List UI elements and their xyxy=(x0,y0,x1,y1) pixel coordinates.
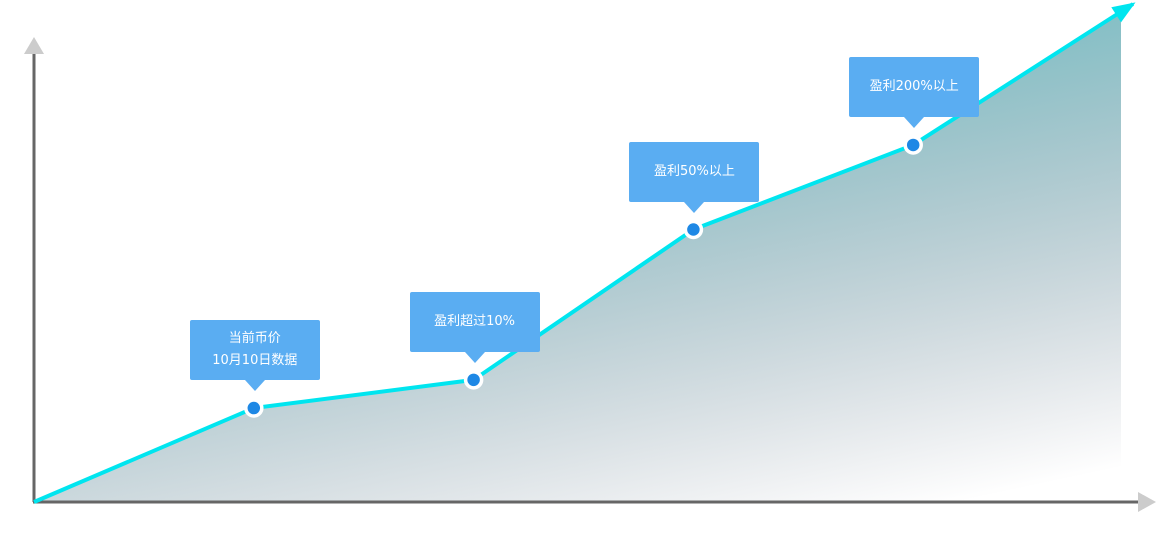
callout-pointer xyxy=(904,116,925,128)
annotation-label: 盈利50%以上 xyxy=(653,163,735,179)
area-fill xyxy=(34,4,1133,502)
annotation-label: 盈利200%以上 xyxy=(869,78,959,94)
series-arrow-icon xyxy=(1111,2,1136,23)
annotation-label: 盈利超过10% xyxy=(434,313,516,329)
data-point xyxy=(903,135,923,155)
annotation-callout: 盈利50%以上 xyxy=(629,141,760,213)
data-point xyxy=(683,219,704,240)
series-line xyxy=(33,2,1135,504)
annotation-callout: 当前币价 10月10日数据 xyxy=(189,320,320,392)
data-point xyxy=(244,398,264,418)
x-axis-arrow-icon xyxy=(1138,492,1156,512)
y-axis-arrow-icon xyxy=(24,37,44,54)
callout-pointer xyxy=(244,380,265,392)
annotation-label: 当前币价 xyxy=(228,331,281,347)
callout-pointer xyxy=(464,351,485,363)
annotation-callout: 盈利200%以上 xyxy=(849,56,980,128)
annotation-label: 10月10日数据 xyxy=(212,353,298,369)
annotation-callout: 盈利超过10% xyxy=(409,291,540,363)
callout-pointer xyxy=(684,201,705,213)
data-point xyxy=(463,370,484,390)
